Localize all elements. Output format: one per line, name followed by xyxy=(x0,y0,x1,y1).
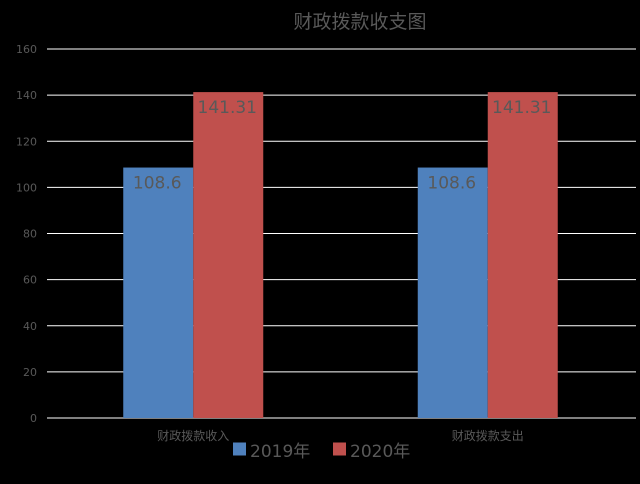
legend: 2019年 2020年 xyxy=(233,442,410,462)
data-labels: 108.6 141.31 108.6 141.31 xyxy=(133,98,552,193)
bar xyxy=(487,92,558,418)
y-tick-label: 80 xyxy=(23,228,37,241)
y-tick-label: 120 xyxy=(16,135,37,148)
y-tick-label: 0 xyxy=(30,412,37,425)
legend-swatch xyxy=(233,442,246,456)
y-tick-label: 60 xyxy=(23,274,37,287)
data-label: 108.6 xyxy=(427,174,476,194)
x-tick-label: 财政拨款收入 xyxy=(157,429,229,443)
y-tick-label: 20 xyxy=(23,366,37,379)
bars xyxy=(123,92,558,418)
chart-title: 财政拨款收支图 xyxy=(293,11,426,33)
x-tick-label: 财政拨款支出 xyxy=(452,429,524,443)
data-label: 141.31 xyxy=(198,98,257,118)
data-label: 108.6 xyxy=(133,174,182,194)
bar xyxy=(123,167,194,418)
data-label: 141.31 xyxy=(492,98,551,118)
x-axis-category-labels: 财政拨款收入 财政拨款支出 xyxy=(157,429,524,443)
y-tick-label: 140 xyxy=(16,89,37,102)
bar xyxy=(417,167,488,418)
y-tick-label: 100 xyxy=(16,181,37,194)
y-tick-label: 160 xyxy=(16,43,37,56)
legend-label: 2020年 xyxy=(350,442,410,462)
y-tick-label: 40 xyxy=(23,320,37,333)
legend-swatch xyxy=(333,442,346,456)
legend-label: 2019年 xyxy=(250,442,310,462)
y-axis-tick-labels: 0 20 40 60 80 100 120 140 160 xyxy=(16,43,37,425)
bar xyxy=(193,92,264,418)
